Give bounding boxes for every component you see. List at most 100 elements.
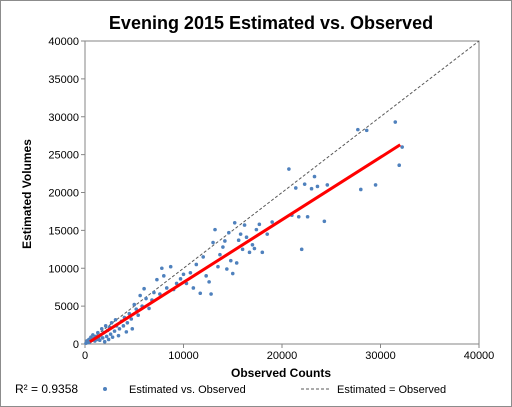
scatter-point <box>312 174 317 179</box>
scatter-point <box>299 247 304 252</box>
x-tick-label: 0 <box>82 350 88 362</box>
scatter-point <box>356 127 360 132</box>
scatter-point <box>198 291 203 296</box>
scatter-point <box>225 267 229 271</box>
scatter-point <box>242 223 247 227</box>
scatter-point <box>155 277 159 282</box>
scatter-point <box>209 292 213 296</box>
scatter-point <box>211 240 215 245</box>
scatter-point <box>100 336 105 340</box>
scatter-point <box>322 219 327 224</box>
scatter-point <box>247 250 252 255</box>
scatter-point <box>228 258 233 263</box>
scatter-point <box>104 334 109 339</box>
chart-title: Evening 2015 Estimated vs. Observed <box>109 13 433 33</box>
scatter-point <box>216 264 220 269</box>
scatter-point <box>181 272 186 277</box>
scatter-point <box>236 238 241 243</box>
scatter-point <box>240 247 245 252</box>
y-tick-label: 25000 <box>48 150 79 162</box>
scatter-points <box>84 120 404 346</box>
scatter-point <box>305 214 310 219</box>
scatter-point <box>230 271 235 276</box>
legend-label-scatter: Estimated vs. Observed <box>129 384 246 396</box>
reference-line-group <box>84 40 480 345</box>
scatter-point <box>162 274 166 278</box>
scatter-point <box>218 252 222 257</box>
scatter-point <box>106 337 111 342</box>
scatter-point <box>201 255 205 259</box>
scatter-point <box>373 183 378 187</box>
scatter-point <box>103 324 108 328</box>
y-tick-label: 15000 <box>48 225 79 237</box>
scatter-point <box>400 145 404 149</box>
scatter-point <box>91 333 95 337</box>
scatter-point <box>113 317 118 322</box>
x-axis-ticks: 0 10000 20000 30000 40000 <box>82 344 494 362</box>
y-tick-label: 20000 <box>48 188 79 200</box>
scatter-point <box>287 167 291 171</box>
y-tick-label: 35000 <box>48 74 79 86</box>
scatter-point <box>130 327 135 331</box>
scatter-point <box>117 327 122 331</box>
scatter-point <box>315 184 320 189</box>
scatter-point <box>254 227 259 232</box>
r-squared-label: R² = 0.9358 <box>15 382 78 396</box>
scatter-point <box>97 338 102 343</box>
y-axis-label: Estimated Volumes <box>20 139 34 249</box>
scatter-point <box>364 128 369 133</box>
scatter-point <box>132 302 137 307</box>
scatter-point <box>250 242 255 247</box>
legend-label-reference: Estimated = Observed <box>337 384 446 396</box>
scatter-point <box>174 281 179 286</box>
scatter-point <box>168 264 173 269</box>
scatter-point <box>302 182 307 186</box>
scatter-point <box>227 230 231 235</box>
scatter-point <box>309 186 314 191</box>
scatter-point <box>244 235 249 239</box>
scatter-point <box>142 286 146 291</box>
scatter-point <box>147 306 151 311</box>
scatter-point <box>110 335 115 339</box>
scatter-point <box>223 239 227 243</box>
scatter-point <box>293 186 298 190</box>
y-axis-ticks: 0 5000 10000 15000 20000 25000 30000 35000 40000 <box>48 36 85 351</box>
scatter-point <box>138 293 142 298</box>
reference-line <box>84 40 480 345</box>
scatter-point <box>160 266 164 271</box>
scatter-point <box>265 232 270 236</box>
scatter-point <box>178 277 183 281</box>
y-tick-label: 40000 <box>48 36 79 48</box>
x-tick-label: 20000 <box>267 350 298 362</box>
scatter-point <box>238 232 243 236</box>
scatter-point <box>188 270 193 275</box>
scatter-point <box>232 221 237 225</box>
scatter-point <box>359 187 363 192</box>
scatter-point <box>257 222 262 227</box>
trendline <box>89 143 402 343</box>
scatter-point <box>260 250 265 255</box>
scatter-point <box>96 330 100 335</box>
scatter-point <box>164 286 169 290</box>
scatter-point <box>397 163 402 168</box>
trendline-group <box>89 143 402 343</box>
scatter-point <box>204 274 208 278</box>
scatter-point <box>393 120 398 124</box>
scatter-point <box>109 320 114 325</box>
scatter-point <box>152 290 156 295</box>
scatter-point <box>207 280 211 284</box>
scatter-point <box>99 327 104 331</box>
scatter-point <box>325 183 330 187</box>
scatter-point <box>125 320 130 325</box>
x-axis-label: Observed Counts <box>231 366 331 380</box>
scatter-point <box>144 296 148 301</box>
scatter-point <box>108 332 113 336</box>
scatter-point <box>213 227 217 232</box>
scatter-point <box>129 317 134 321</box>
scatter-point <box>112 329 117 333</box>
scatter-point <box>252 246 257 251</box>
scatter-point <box>136 313 140 318</box>
x-tick-label: 30000 <box>365 350 396 362</box>
